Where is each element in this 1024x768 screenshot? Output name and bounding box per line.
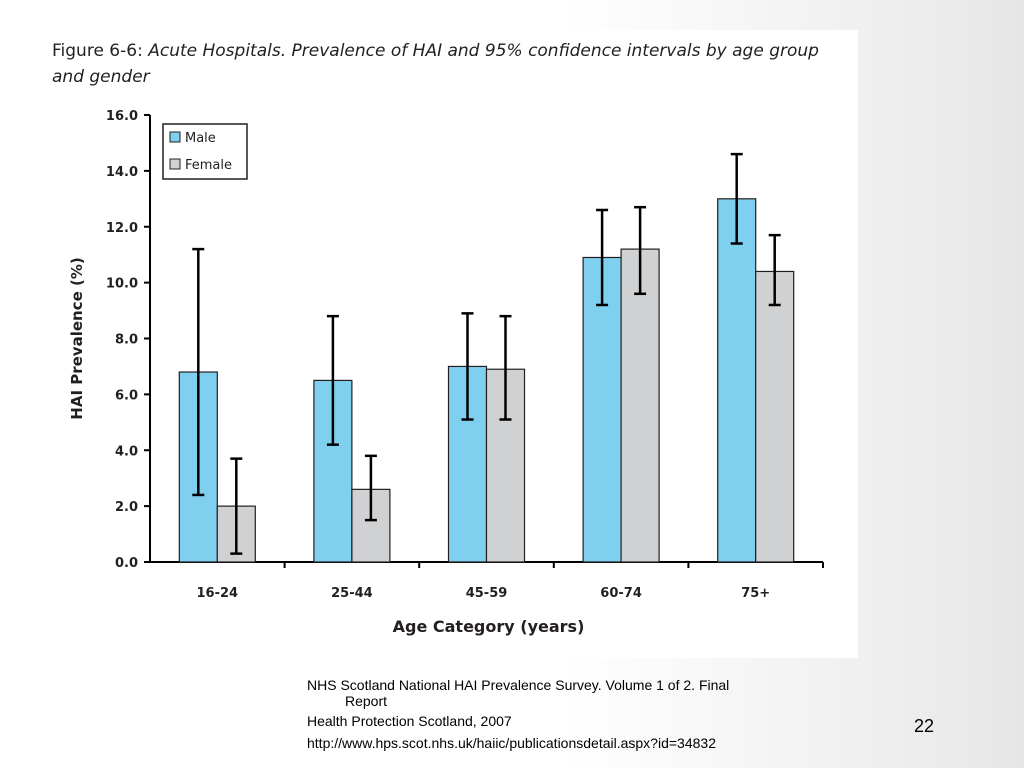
y-tick-label: 8.0 [115, 333, 138, 348]
y-tick-label: 2.0 [115, 500, 138, 515]
y-axis-title: HAI Prevalence (%) [68, 257, 86, 419]
bar-female-75+ [755, 270, 795, 563]
y-tick-label: 12.0 [106, 221, 138, 236]
caption-publisher: Health Protection Scotland, 2007 [307, 713, 512, 729]
figure-label: Figure 6-6: [52, 41, 143, 61]
y-tick-label: 10.0 [106, 277, 138, 292]
bar-male-75+ [717, 198, 757, 563]
x-tick-label: 60-74 [600, 586, 642, 601]
y-tick-label: 0.0 [115, 556, 138, 571]
figure-title-text: Acute Hospitals. Prevalence of HAI and 9… [52, 41, 819, 87]
legend-swatch-male [169, 131, 181, 143]
x-tick-label: 45-59 [466, 586, 508, 601]
slide-number: 22 [914, 716, 935, 736]
caption-url: http://www.hps.scot.nhs.uk/haiic/publica… [307, 735, 716, 751]
y-tick-label: 14.0 [106, 165, 138, 180]
bar-male-60-74 [582, 256, 622, 563]
caption-source-line: NHS Scotland National HAI Prevalence Sur… [307, 677, 730, 693]
legend-label-male: Male [185, 131, 216, 146]
legend-label-female: Female [185, 158, 232, 173]
x-axis-title: Age Category (years) [393, 617, 585, 636]
x-tick-label: 25-44 [331, 586, 373, 601]
bar-female-60-74 [620, 248, 660, 563]
legend-swatch-female [169, 158, 181, 170]
x-tick-label: 16-24 [197, 586, 239, 601]
caption-source-line-continued: Report [345, 693, 388, 709]
y-tick-label: 6.0 [115, 388, 138, 403]
figure-title: Figure 6-6: Acute Hospitals. Prevalence … [52, 38, 852, 90]
x-tick-label: 75+ [741, 586, 770, 601]
y-tick-label: 16.0 [106, 109, 138, 124]
y-tick-label: 4.0 [115, 444, 138, 459]
